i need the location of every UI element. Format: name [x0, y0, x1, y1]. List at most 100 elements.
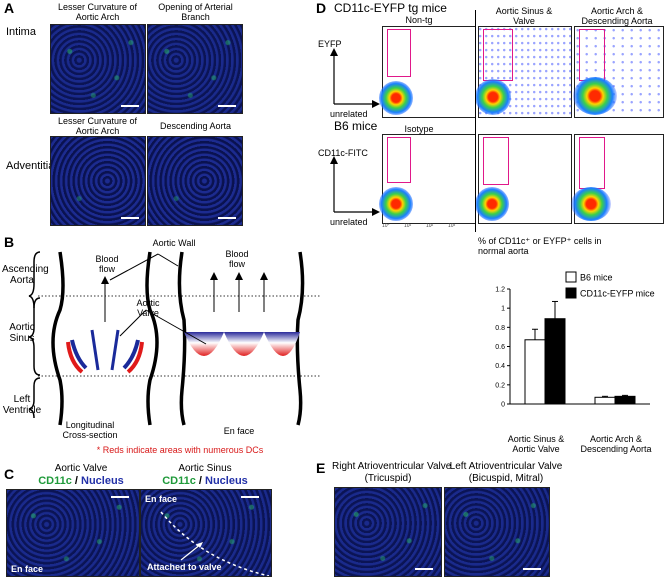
left-wall	[51, 251, 65, 426]
y-tick-label: 0.6	[495, 344, 505, 351]
img1-title: Lesser Curvature of Aortic Arch	[57, 2, 138, 22]
y-tick-label: 0	[501, 402, 505, 409]
scale-bar	[415, 568, 433, 570]
cell-population	[571, 187, 611, 221]
enface-right-wall	[295, 251, 305, 426]
blood-flow-label-1: Blood flow	[95, 254, 119, 274]
img3-title: Lesser Curvature of Aortic Arch	[57, 116, 138, 136]
panel-b-letter: B	[4, 234, 15, 250]
col-arch-descending: Aortic Arch & Descending Aorta	[581, 6, 653, 26]
ascending-aorta-label: Ascending Aorta	[2, 264, 49, 286]
panel-e-right-title: Left Atrioventricular Valve	[449, 461, 563, 472]
b6-axis-arrows	[330, 156, 380, 216]
flow-tick-0: 10°	[382, 223, 390, 229]
panel-e-right-sub: (Bicuspid, Mitral)	[468, 473, 544, 484]
bar-chart-title: % of CD11c⁺ or EYFP⁺ cells in normal aor…	[478, 236, 602, 256]
cd11c-fitc-axis-label: CD11c-FITC	[318, 148, 368, 158]
flow-tick-3: 10³	[448, 223, 456, 229]
intima-label: Intima	[6, 26, 36, 38]
micrograph-aortic-sinus: En face Attached to valve	[140, 489, 272, 577]
gate	[483, 29, 513, 81]
bar-category-label-1: Aortic Arch & Descending Aorta	[580, 434, 652, 454]
sinus-brace	[28, 297, 41, 376]
flow-plot-b6-sinus-valve	[475, 134, 572, 224]
micrograph-intima-arterial-branch	[147, 24, 243, 114]
y-tick-label: 0.4	[495, 363, 505, 370]
aortic-valve-label: Aortic Valve	[136, 298, 160, 318]
right-leaflet-stem	[110, 329, 120, 371]
y-tick-label: 0.8	[495, 325, 505, 332]
flow-plot-b6-arch-descending	[571, 134, 664, 224]
left-leaflet	[70, 339, 88, 370]
col-non-tg: Non-tg	[405, 15, 433, 25]
cusp-2	[224, 332, 264, 356]
left-ventricle-label: Left Ventricle	[2, 394, 42, 416]
col-sinus-valve: Aortic Sinus & Valve	[495, 6, 553, 26]
gate	[579, 29, 605, 81]
reds-note: * Reds indicate areas with numerous DCs	[96, 445, 264, 455]
flow-plot-non-tg	[379, 26, 476, 118]
longitudinal-label: Longitudinal Cross-section	[62, 420, 118, 440]
en-face-label: En face	[223, 426, 255, 436]
micrograph-adventitia-descending-aorta	[147, 136, 243, 226]
bar-b6-0	[524, 339, 546, 405]
cell-population	[475, 187, 509, 221]
valve-pointer-2	[145, 309, 207, 345]
gate	[387, 29, 411, 77]
cell-population	[379, 187, 413, 221]
bar-category-label-0: Aortic Sinus & Aortic Valve	[507, 434, 565, 454]
y-tick-label: 0.2	[495, 382, 505, 389]
scale-bar	[121, 217, 139, 219]
wall-pointer-2	[157, 253, 179, 267]
attached-label: Attached to valve	[147, 562, 222, 572]
right-wall	[145, 251, 159, 426]
bar-chart: 0 0.2 0.4 0.6 0.8 1 1.2 B6 mice CD11c-EYFP mice	[495, 271, 655, 409]
right-leaflet	[122, 339, 140, 370]
panel-c-left-stain: CD11c / Nucleus	[38, 475, 124, 487]
valve-pointer-1	[119, 309, 147, 337]
flow-plot-tg-arch-descending	[573, 26, 664, 118]
en-face-left-tag: En face	[11, 564, 44, 574]
flow-tick-2: 10²	[426, 223, 434, 229]
en-face-right-tag: En face	[145, 494, 178, 504]
legend-swatch	[565, 287, 577, 299]
panel-e-left-title: Right Atrioventricular Valve	[332, 461, 452, 472]
scale-bar	[218, 105, 236, 107]
panel-d-letter: D	[316, 0, 327, 16]
cusp-3	[264, 332, 300, 356]
scale-bar	[218, 217, 236, 219]
aortic-wall-label: Aortic Wall	[152, 238, 196, 248]
cell-population	[379, 81, 413, 115]
micrograph-adventitia-lesser-curvature	[50, 136, 146, 226]
valve-boundary	[160, 511, 270, 576]
panel-c-letter: C	[4, 466, 15, 482]
b6-mice-title: B6 mice	[334, 119, 378, 133]
blood-flow-label-2: Blood flow	[225, 249, 249, 269]
eyfp-axis-label: EYFP	[318, 39, 342, 49]
cell-population	[573, 77, 617, 115]
unrelated-label-1: unrelated	[330, 109, 368, 119]
panel-e-letter: E	[316, 460, 326, 476]
img2-title: Opening of Arterial Branch	[158, 2, 233, 22]
wall-pointer-1	[109, 253, 159, 281]
micrograph-mitral	[444, 487, 550, 577]
enface-left-wall	[177, 251, 187, 426]
micrograph-intima-lesser-curvature	[50, 24, 146, 114]
micrograph-tricuspid	[334, 487, 442, 577]
tg-axis-arrows	[330, 48, 380, 108]
tg-mice-title: CD11c-EYFP tg mice	[334, 1, 447, 15]
gate	[579, 137, 605, 189]
scale-bar	[523, 568, 541, 570]
gate	[387, 137, 411, 183]
scale-bar	[241, 496, 259, 498]
ascending-brace	[28, 251, 41, 309]
bar-b6-1	[594, 396, 616, 405]
aortic-sinus-label: Aortic Sinus	[9, 322, 35, 344]
panel-c-right-stain: CD11c / Nucleus	[162, 475, 248, 487]
cusp-1	[184, 332, 224, 356]
flow-tick-1: 10¹	[404, 223, 412, 229]
unrelated-label-2: unrelated	[330, 217, 368, 227]
y-tick-label: 1	[501, 306, 505, 313]
isotype-label: Isotype	[404, 124, 434, 134]
panel-c-right-title: Aortic Sinus	[178, 463, 232, 474]
